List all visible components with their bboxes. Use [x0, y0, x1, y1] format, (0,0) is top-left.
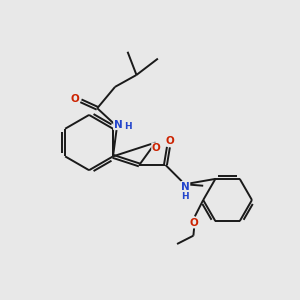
Text: O: O [70, 94, 79, 104]
Text: H: H [124, 122, 131, 131]
Text: O: O [189, 218, 198, 228]
Text: O: O [166, 136, 174, 146]
Text: H: H [181, 192, 189, 201]
Text: N: N [181, 182, 190, 192]
Text: N: N [114, 120, 122, 130]
Text: O: O [152, 143, 161, 153]
